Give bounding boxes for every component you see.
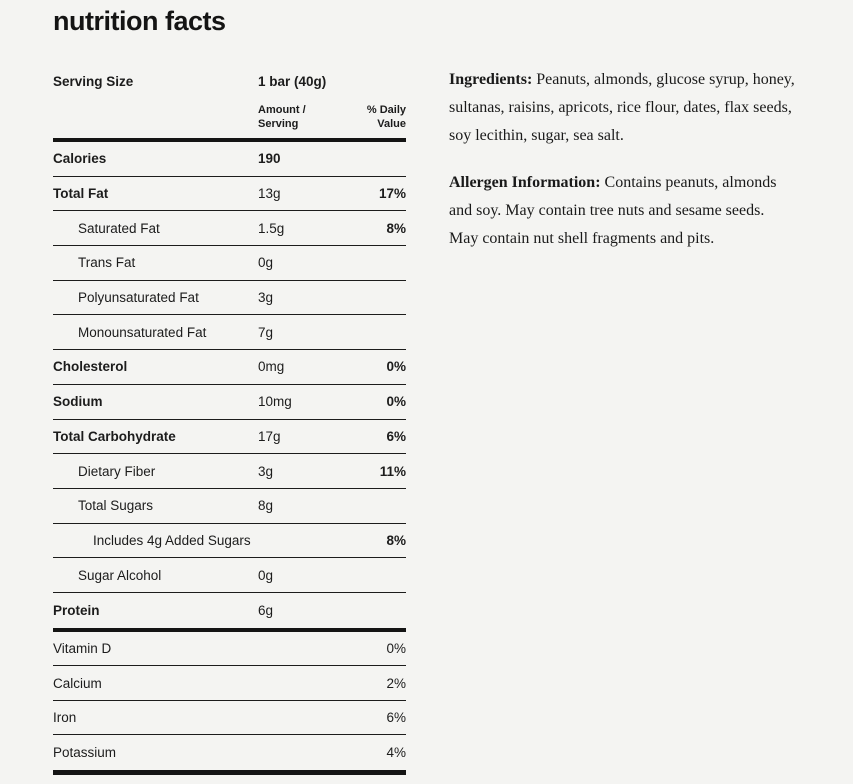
nutrient-amount: 10mg: [258, 394, 292, 410]
allergen-label: Allergen Information:: [449, 174, 601, 191]
amount-per-serving-header: Amount / Serving: [258, 104, 306, 130]
micronutrient-daily-value: 4%: [386, 745, 406, 761]
nutrient-row: Dietary Fiber 3g 11%: [53, 454, 406, 489]
nutrient-amount: 1.5g: [258, 220, 285, 236]
nutrient-name: Sugar Alcohol: [78, 567, 162, 583]
nutrient-amount: 17g: [258, 428, 281, 444]
nutrient-amount: 13g: [258, 186, 281, 202]
ingredients-text: Peanuts, almonds, glucose syrup, honey, …: [449, 71, 795, 144]
nutrient-row: Total Sugars 8g: [53, 489, 406, 524]
nutrient-name: Trans Fat: [78, 255, 136, 271]
section-divider: [53, 627, 406, 632]
ingredients-paragraph: Ingredients: Peanuts, almonds, glucose s…: [449, 66, 797, 150]
serving-size-row: Serving Size 1 bar (40g): [53, 68, 406, 98]
allergen-text: Contains peanuts, almonds and soy. May c…: [449, 174, 777, 247]
nutrient-row: Total Fat 13g 17%: [53, 177, 406, 212]
nutrient-row: Sugar Alcohol 0g: [53, 558, 406, 593]
nutrient-row: Total Carbohydrate 17g 6%: [53, 420, 406, 455]
nutrient-amount: 6g: [258, 602, 274, 618]
micronutrient-daily-value: 2%: [386, 675, 406, 691]
nutrient-daily-value: 6%: [386, 428, 406, 444]
micronutrient-name: Iron: [53, 710, 77, 726]
serving-size-label: Serving Size: [53, 74, 134, 89]
nutrient-amount: 3g: [258, 463, 274, 479]
ingredients-label: Ingredients:: [449, 71, 533, 88]
nutrient-name: Saturated Fat: [78, 220, 160, 236]
nutrient-name: Calories: [53, 151, 107, 167]
allergen-paragraph: Allergen Information: Contains peanuts, …: [449, 169, 797, 253]
nutrient-amount: 0g: [258, 255, 274, 271]
nutrient-amount: 190: [258, 151, 281, 167]
nutrient-name: Total Fat: [53, 186, 109, 202]
nutrient-daily-value: 11%: [379, 463, 406, 479]
nutrient-amount: 7g: [258, 324, 274, 340]
nutrient-daily-value: 8%: [386, 532, 406, 548]
nutrient-daily-value: 17%: [378, 186, 406, 202]
nutrient-row: Protein 6g: [53, 593, 406, 628]
nutrient-name: Total Carbohydrate: [53, 428, 176, 444]
nutrient-daily-value: 0%: [386, 359, 406, 375]
nutrient-row: Calories 190: [53, 142, 406, 177]
header-divider: [53, 138, 406, 142]
micronutrient-row: Vitamin D 0%: [53, 632, 406, 667]
nutrient-row: Sodium 10mg 0%: [53, 385, 406, 420]
micronutrient-name: Potassium: [53, 745, 117, 761]
serving-size-value: 1 bar (40g): [258, 74, 327, 89]
micronutrient-row: Iron 6%: [53, 701, 406, 736]
nutrient-row: Monounsaturated Fat 7g: [53, 315, 406, 351]
nutrient-name: Protein: [53, 602, 100, 618]
nutrient-name: Includes 4g Added Sugars: [93, 532, 251, 548]
bottom-divider: [53, 770, 406, 775]
nutrient-daily-value: 0%: [386, 394, 406, 410]
nutrient-row: Polyunsaturated Fat 3g: [53, 281, 406, 316]
nutrient-amount: 0g: [258, 567, 274, 583]
micronutrient-rows: Vitamin D 0% Calcium 2% Iron 6% Potassiu…: [53, 632, 406, 770]
nutrient-name: Dietary Fiber: [78, 463, 156, 479]
nutrient-row: Saturated Fat 1.5g 8%: [53, 211, 406, 247]
nutrient-name: Cholesterol: [53, 359, 128, 375]
nutrient-row: Includes 4g Added Sugars 8%: [53, 524, 406, 559]
nutrient-name: Total Sugars: [78, 498, 154, 514]
nutrient-amount: 8g: [258, 498, 274, 514]
nutrient-name: Polyunsaturated Fat: [78, 290, 199, 306]
info-panel: Ingredients: Peanuts, almonds, glucose s…: [449, 66, 797, 253]
nutrient-daily-value: 8%: [386, 220, 406, 236]
nutrient-rows: Calories 190 Total Fat 13g 17% Saturated…: [53, 142, 406, 628]
nutrient-amount: 3g: [258, 290, 274, 306]
column-headers-row: Amount / Serving % Daily Value: [53, 98, 406, 138]
nutrient-name: Monounsaturated Fat: [78, 324, 207, 340]
micronutrient-row: Calcium 2%: [53, 666, 406, 701]
page-title: nutrition facts: [53, 6, 226, 36]
nutrient-name: Sodium: [53, 394, 103, 410]
nutrient-row: Cholesterol 0mg 0%: [53, 350, 406, 385]
micronutrient-daily-value: 0%: [386, 640, 406, 656]
micronutrient-daily-value: 6%: [386, 710, 406, 726]
nutrient-row: Trans Fat 0g: [53, 246, 406, 281]
micronutrient-name: Vitamin D: [53, 640, 112, 656]
nutrient-amount: 0mg: [258, 359, 285, 375]
micronutrient-name: Calcium: [53, 675, 102, 691]
micronutrient-row: Potassium 4%: [53, 735, 406, 770]
nutrition-facts-table: Serving Size 1 bar (40g) Amount / Servin…: [53, 68, 406, 775]
daily-value-header: % Daily Value: [366, 104, 406, 130]
